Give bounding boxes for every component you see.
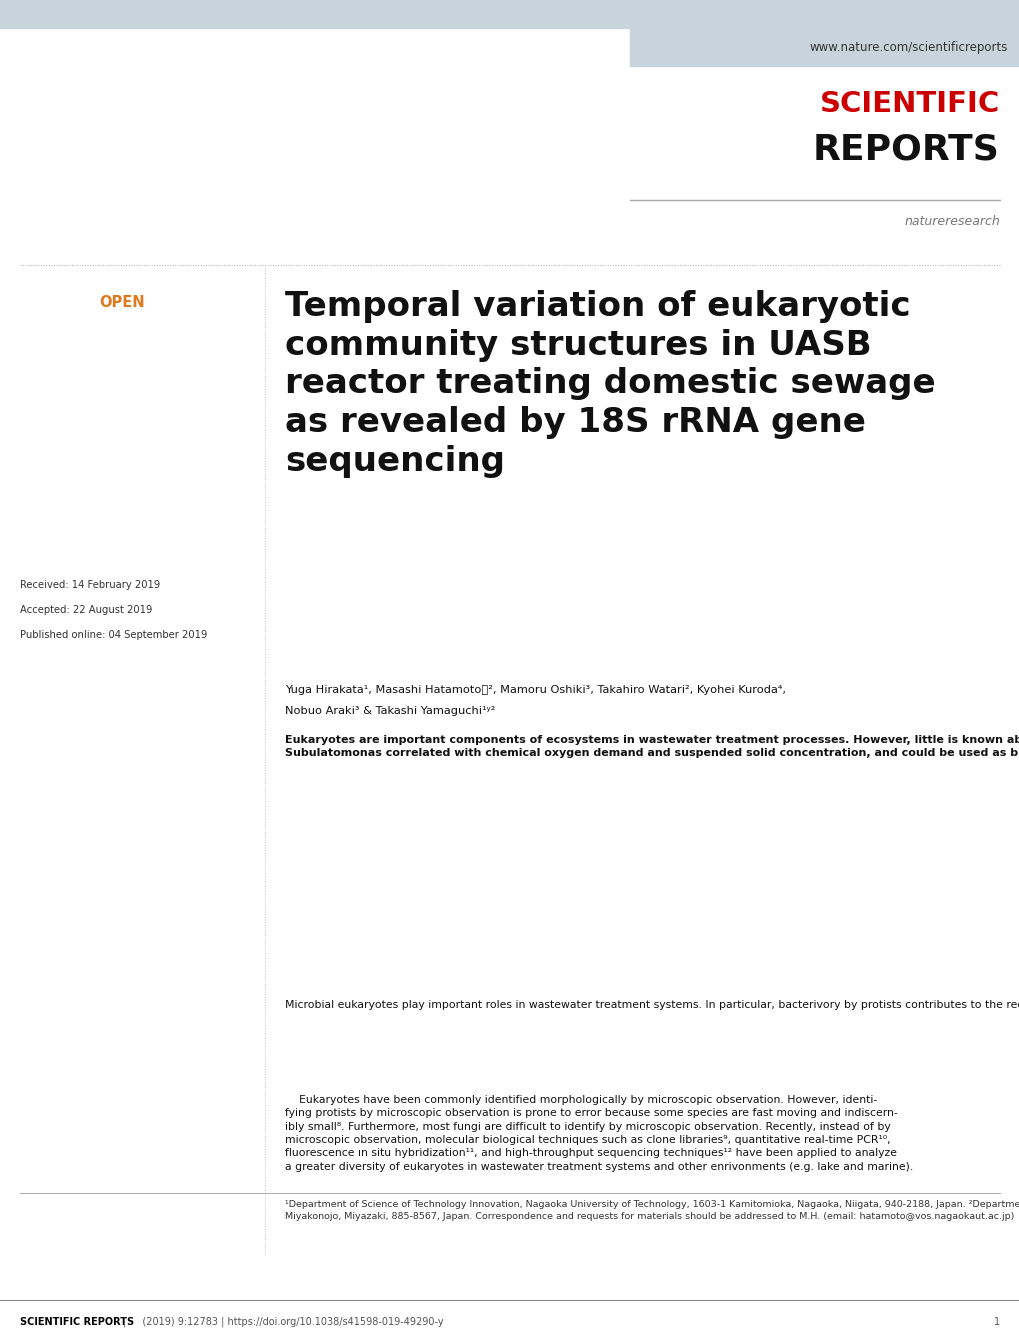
Text: Nobuo Araki³ & Takashi Yamaguchi¹ʸ²: Nobuo Araki³ & Takashi Yamaguchi¹ʸ² xyxy=(284,706,495,716)
Text: Accepted: 22 August 2019: Accepted: 22 August 2019 xyxy=(20,604,152,615)
Text: Published online: 04 September 2019: Published online: 04 September 2019 xyxy=(20,630,207,641)
Text: OPEN: OPEN xyxy=(99,295,145,310)
Text: SCIENTIFIC: SCIENTIFIC xyxy=(819,90,999,118)
Text: 1: 1 xyxy=(993,1317,999,1327)
Text: SCIENTIFIC REPORTS: SCIENTIFIC REPORTS xyxy=(20,1317,133,1327)
Bar xyxy=(630,28,1019,66)
Text: Yuga Hirakata¹, Masashi Hatamotoⓘ², Mamoru Oshiki³, Takahiro Watari², Kyohei Kur: Yuga Hirakata¹, Masashi Hatamotoⓘ², Mamo… xyxy=(284,685,786,695)
Text: (2019) 9:12783 | https://doi.org/10.1038/s41598-019-49290-y: (2019) 9:12783 | https://doi.org/10.1038… xyxy=(132,1317,443,1327)
Text: Received: 14 February 2019: Received: 14 February 2019 xyxy=(20,580,160,590)
Bar xyxy=(0,0,1019,28)
Text: natureresearch: natureresearch xyxy=(904,214,999,228)
Text: Eukaryotes are important components of ecosystems in wastewater treatment proces: Eukaryotes are important components of e… xyxy=(284,736,1019,758)
Text: Temporal variation of eukaryotic
community structures in UASB
reactor treating d: Temporal variation of eukaryotic communi… xyxy=(284,289,934,478)
Text: ¹Department of Science of Technology Innovation, Nagaoka University of Technolog: ¹Department of Science of Technology Inn… xyxy=(284,1201,1019,1221)
Text: www.nature.com/scientificreports: www.nature.com/scientificreports xyxy=(809,40,1007,54)
Text: Eukaryotes have been commonly identified morphologically by microscopic observat: Eukaryotes have been commonly identified… xyxy=(284,1095,912,1171)
Text: Microbial eukaryotes play important roles in wastewater treatment systems. In pa: Microbial eukaryotes play important role… xyxy=(284,1000,1019,1010)
Text: |: | xyxy=(123,1317,126,1327)
Text: REPORTS: REPORTS xyxy=(812,133,999,168)
